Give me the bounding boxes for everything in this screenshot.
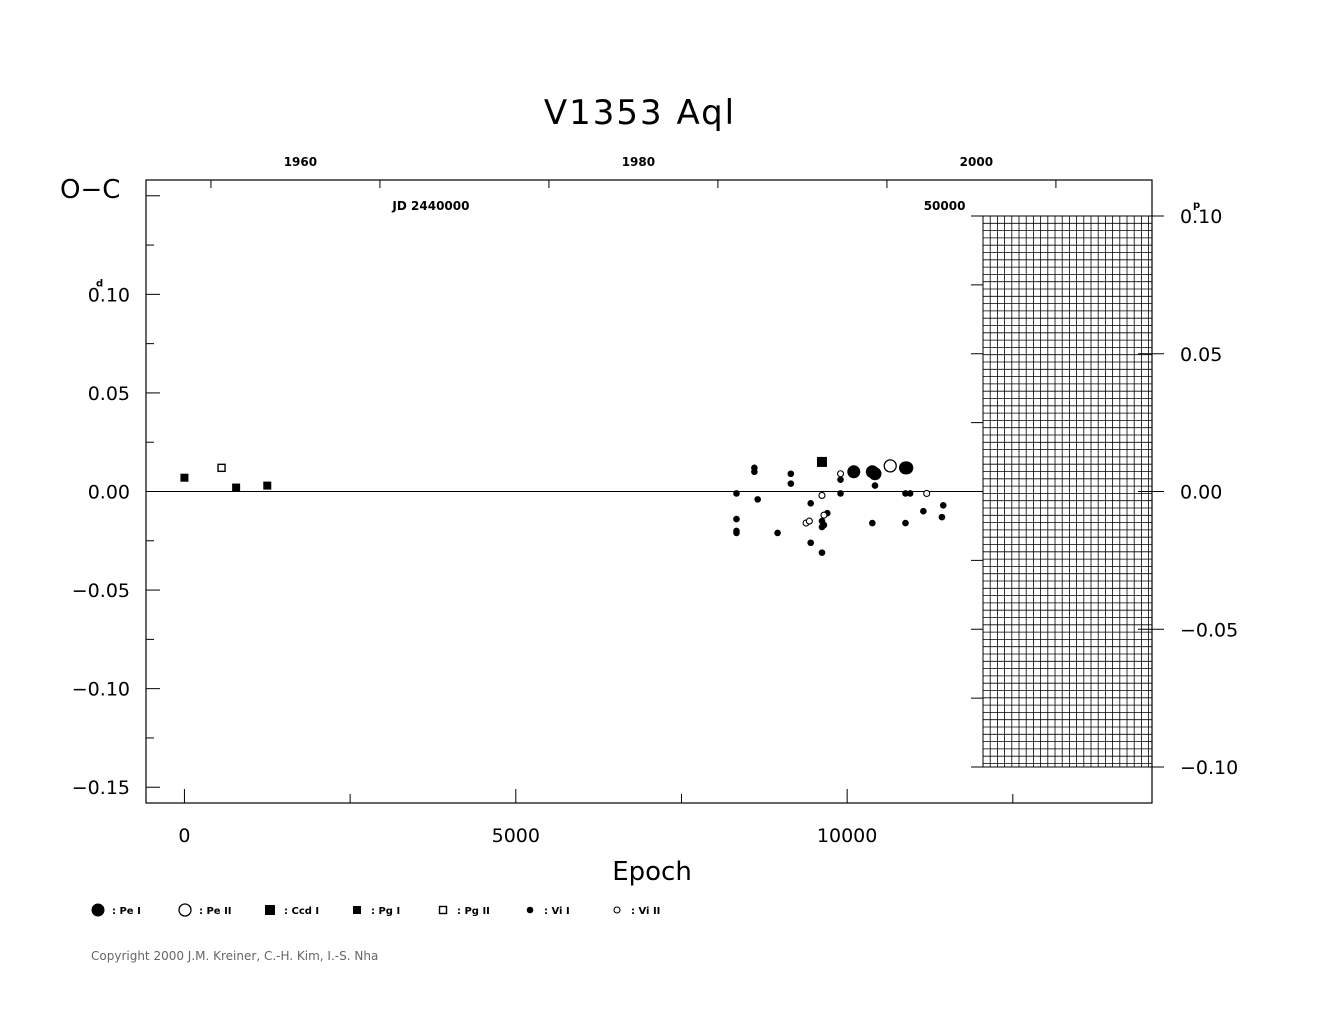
legend-label: : Ccd I: [284, 906, 319, 917]
right-tick-label: −0.10: [1180, 757, 1238, 779]
data-point: [837, 476, 844, 483]
data-point: [805, 517, 813, 525]
top-jd-label: 50000: [924, 199, 966, 213]
legend-marker: [613, 906, 621, 914]
legend-marker: [91, 903, 105, 917]
copyright-text: Copyright 2000 J.M. Kreiner, C.-H. Kim, …: [91, 949, 379, 963]
data-point: [816, 456, 827, 467]
right-unit-label: p: [1193, 200, 1200, 211]
data-points: [180, 456, 947, 556]
y-tick-label: −0.15: [72, 777, 130, 799]
data-point: [807, 539, 815, 547]
data-point: [232, 483, 241, 492]
data-point: [774, 529, 781, 537]
grid-region: [982, 215, 1153, 768]
x-tick-label: 0: [178, 825, 190, 847]
data-point: [871, 482, 879, 489]
data-point: [733, 515, 740, 523]
data-point: [836, 470, 845, 478]
y-tick-label: 0.05: [88, 383, 130, 405]
y-axis-label: O−C: [60, 175, 120, 205]
data-point: [820, 521, 828, 529]
data-point: [847, 465, 861, 479]
data-point: [902, 519, 909, 527]
top-year-label: 1980: [622, 155, 655, 169]
right-tick-label: 0.00: [1180, 482, 1222, 504]
data-point: [180, 473, 189, 482]
x-tick-label: 10000: [817, 825, 877, 847]
legend-label: : Pe II: [199, 906, 232, 917]
data-point: [868, 467, 882, 481]
data-point: [939, 502, 947, 509]
data-point: [754, 496, 761, 503]
data-point: [883, 459, 897, 473]
y-tick-label: −0.05: [72, 580, 130, 602]
data-point: [818, 549, 826, 556]
data-point: [900, 461, 914, 475]
data-point: [263, 481, 272, 490]
data-point: [938, 513, 946, 521]
y-tick-label: −0.10: [72, 679, 130, 701]
legend-label: : Vi II: [631, 906, 660, 917]
data-point: [733, 529, 740, 537]
right-tick-label: −0.05: [1180, 619, 1238, 641]
legend: : Pe I : Pe II : Ccd I : Pg I : Pg II : Vi I:…: [91, 903, 660, 917]
data-point: [818, 491, 826, 499]
y-unit-label: d: [96, 278, 103, 289]
top-year-label: 2000: [960, 155, 993, 169]
top-year-label: 1960: [284, 155, 317, 169]
right-tick-label: 0.10: [1180, 206, 1222, 228]
legend-marker: [265, 905, 275, 915]
data-point: [787, 480, 795, 487]
data-point: [923, 489, 931, 498]
legend-label: : Vi I: [544, 906, 570, 917]
legend-label: : Pg II: [457, 906, 490, 917]
chart-title: V1353 Aql: [544, 93, 736, 133]
data-point: [820, 511, 828, 519]
y-tick-label: 0.10: [88, 284, 130, 306]
right-tick-label: 0.05: [1180, 344, 1222, 366]
data-point: [837, 490, 844, 497]
legend-marker: [178, 903, 192, 917]
x-axis-label: Epoch: [612, 857, 692, 887]
data-point: [906, 490, 914, 497]
data-point: [217, 463, 226, 473]
axes: [145, 179, 1164, 804]
data-point: [902, 490, 909, 497]
legend-label: : Pg I: [371, 906, 400, 917]
legend-marker: [526, 906, 534, 914]
tick-labels: 0.100.050.00−0.05−0.10−0.15d0.100.050.00…: [72, 155, 1238, 847]
legend-label: : Pe I: [112, 906, 141, 917]
legend-marker: [353, 906, 361, 914]
data-point: [807, 500, 815, 507]
x-tick-label: 5000: [492, 825, 540, 847]
data-point: [920, 507, 927, 515]
legend-marker: [438, 905, 448, 915]
top-jd-label: JD 2440000: [391, 199, 469, 213]
data-point: [869, 519, 876, 527]
data-point: [787, 470, 795, 478]
data-point: [751, 468, 758, 476]
y-tick-label: 0.00: [88, 482, 130, 504]
data-point: [733, 490, 740, 497]
